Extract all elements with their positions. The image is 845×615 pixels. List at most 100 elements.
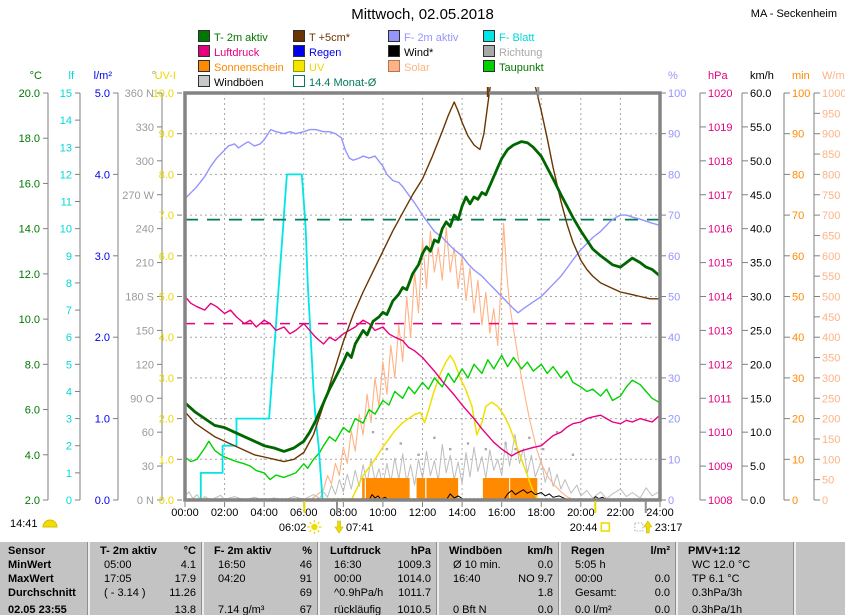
axis-tick-label: 1 [66, 468, 72, 480]
cell-value: 69 [299, 587, 312, 599]
series-line-wind [185, 489, 660, 500]
cell-text: Ø 10 min. [453, 559, 501, 571]
axis-tick-label: 9.0 [159, 129, 174, 141]
legend-color-swatch [293, 30, 305, 42]
axis-tick-label: 20 [792, 414, 804, 426]
cell-text: 16:50 [218, 559, 246, 571]
event-time-label: 07:41 [346, 522, 374, 534]
axis-tick-label: 350 [822, 353, 840, 365]
axis-tick-label: 90 O [130, 393, 154, 405]
table-column-separator [675, 542, 678, 615]
legend-color-swatch [198, 75, 210, 87]
moon-phase-icon [42, 519, 58, 528]
cell-text: 5:05 h [575, 559, 606, 571]
axis-tick-label: 11 [61, 197, 72, 209]
axis-tick-label: 300 [822, 373, 840, 385]
axis-tick-label: 4 [66, 386, 72, 398]
legend-color-swatch [198, 45, 210, 57]
cell-value: 0.0 [654, 587, 670, 599]
event-23-17: 23:17 [634, 520, 682, 534]
axis-tick-label: 50 [668, 292, 680, 304]
axis-min: 0 10 20 30 40 50 60 70 80 90 100 min [783, 70, 810, 507]
axis-tick-label: 12.0 [19, 269, 40, 281]
column-title: Regen [571, 545, 605, 557]
series-dot [417, 453, 420, 456]
axis-tick-label: 8.0 [25, 359, 40, 371]
axis-tick-label: 1015 [708, 258, 732, 270]
row-label-maxwert: MaxWert [8, 573, 54, 585]
axis-tick-label: 450 [822, 312, 840, 324]
axis-title: °C [30, 70, 42, 82]
axis-tick-label: 10.0 [153, 88, 174, 100]
legend-item-t-2m-aktiv: T- 2m aktiv [198, 30, 268, 44]
cell-text: 17:05 [104, 573, 132, 585]
axis-tick-label: 700 [822, 210, 840, 222]
series-sonnenschein [362, 478, 538, 500]
axis-tick-label: 0.0 [95, 495, 110, 507]
table-column-separator [317, 542, 320, 615]
event-20-44: 20:44 [570, 522, 611, 534]
axis-tick-label: 750 [822, 190, 840, 202]
axis-tick-label: 300 [136, 156, 154, 168]
legend-color-swatch [293, 60, 305, 72]
cell-text: ( - 3.14 ) [104, 587, 146, 599]
legend-item-label: Richtung [499, 47, 543, 59]
axis-tick-label: 1017 [708, 190, 732, 202]
axis-tick-label: 10 [60, 224, 72, 236]
table-column-separator [793, 542, 796, 615]
cell-text: 0 Bft N [453, 604, 487, 615]
cell-value: 0.0 [537, 559, 553, 571]
axis-tick-label: 18.0 [19, 133, 40, 145]
series-dot [399, 442, 402, 445]
axis-tick-label: 0 N [137, 495, 154, 507]
series-uv [185, 354, 660, 500]
series-dot [542, 447, 545, 451]
series-dot [555, 430, 559, 434]
axis-°: 0 N 30 60 90 O 120 150 180 S 210 240 270 W 300 330 3… [122, 70, 163, 507]
legend-color-swatch [483, 30, 495, 42]
axis-tick-label: 2 [66, 441, 72, 453]
axis-tick-label: 7 [66, 305, 72, 317]
axis-title: W/m² [822, 70, 845, 82]
legend-color-swatch [388, 45, 400, 57]
axis-tick-label: 3.0 [95, 251, 110, 263]
legend-item-label: T +5cm* [309, 32, 351, 44]
x-axis-label: 16:00 [488, 507, 516, 519]
table-column-separator [87, 542, 90, 615]
series-line-fblatt [185, 173, 660, 500]
column-title: PMV+1:12 [688, 545, 741, 557]
axis-tick-label: 100 [668, 88, 686, 100]
axis-tick-label: 14.0 [19, 224, 40, 236]
axis-tick-label: 180 S [125, 292, 154, 304]
legend-item-sonnenschein: Sonnenschein [198, 60, 284, 74]
cell-value: 67 [299, 604, 312, 615]
legend-item-windb-en: Windböen [198, 75, 264, 89]
axis-title: % [668, 70, 678, 82]
axis-tick-label: 50.0 [750, 156, 771, 168]
legend-item-14-4-monat-: 14.4 Monat-Ø [293, 75, 376, 89]
axis-tick-label: 1.0 [159, 454, 174, 466]
axis-title: ° [152, 70, 156, 82]
cell-value: 91 [299, 573, 312, 585]
axis-tick-label: 360 N [125, 88, 154, 100]
axis-tick-label: 240 [136, 224, 154, 236]
series-f2m [185, 128, 660, 314]
cell-text: 0.0 l/m² [575, 604, 612, 615]
legend-item-label: Luftdruck [214, 47, 260, 59]
table-column-separator [436, 542, 439, 615]
series-dot [371, 430, 375, 434]
arrow-up-icon [643, 520, 653, 534]
axis-tick-label: 80 [668, 169, 680, 181]
cell-value: 0.0 [654, 604, 670, 615]
page-title: Mittwoch, 02.05.2018 [351, 6, 494, 23]
axis-tick-label: 0 [66, 495, 72, 507]
axis-tick-label: 3.0 [159, 373, 174, 385]
axis-tick-label: 20.0 [750, 359, 771, 371]
axis-tick-label: 250 [822, 393, 840, 405]
axis-tick-label: 30 [142, 461, 154, 473]
axis-tick-label: 1019 [708, 122, 732, 134]
x-axis-label: 10:00 [369, 507, 397, 519]
chart-area[interactable]: 2.0 4.0 6.0 8.0 10.0 12.0 14.0 16.0 18.0 20.0 °C 0 1… [0, 0, 845, 540]
axis-title: l/m² [94, 70, 113, 82]
